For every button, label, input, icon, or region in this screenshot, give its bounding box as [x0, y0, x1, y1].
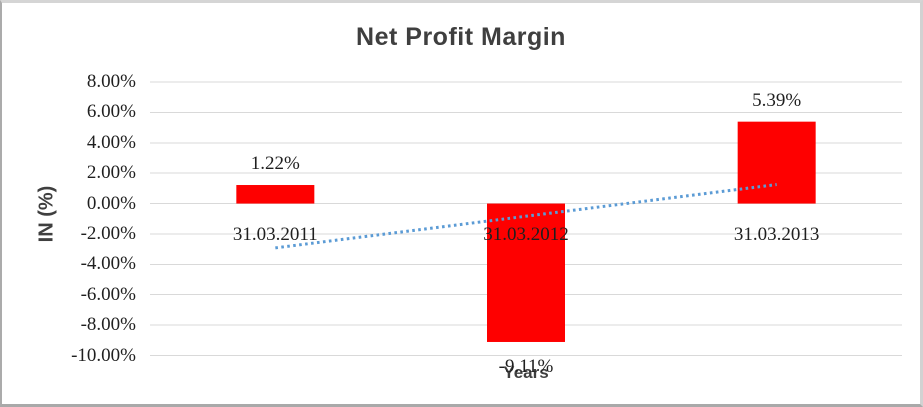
x-axis-title: Years: [503, 363, 549, 382]
bar-31.03.2012: [487, 203, 565, 342]
bar-data-label: 1.22%: [250, 153, 300, 175]
x-axis-category-label: 31.03.2012: [483, 223, 569, 245]
bar-data-label: 5.39%: [752, 89, 802, 111]
y-axis-tick-label: -8.00%: [80, 314, 136, 336]
bar-31.03.2011: [236, 185, 315, 204]
y-axis-tick-label: 2.00%: [86, 162, 136, 184]
linear-trendline: [275, 183, 777, 250]
chart-title: Net Profit Margin: [356, 23, 566, 51]
bar-data-label: -9.11%: [498, 355, 554, 377]
plot-area: [150, 81, 902, 356]
y-axis-tick-label: 8.00%: [86, 71, 136, 92]
y-axis-tick-label: 0.00%: [86, 192, 136, 214]
x-axis-category-label: 31.03.2011: [232, 223, 318, 245]
bar-31.03.2013: [737, 121, 816, 204]
y-axis-tick-label: -10.00%: [71, 344, 136, 366]
x-axis-category-label: 31.03.2013: [733, 223, 820, 245]
y-axis-tick-label: -6.00%: [80, 283, 136, 305]
y-axis-tick-label: 6.00%: [86, 101, 136, 123]
y-axis-tick-label: 4.00%: [86, 131, 136, 153]
y-axis-tick-label: -4.00%: [80, 253, 136, 275]
y-axis-tick-label: -2.00%: [80, 222, 136, 244]
